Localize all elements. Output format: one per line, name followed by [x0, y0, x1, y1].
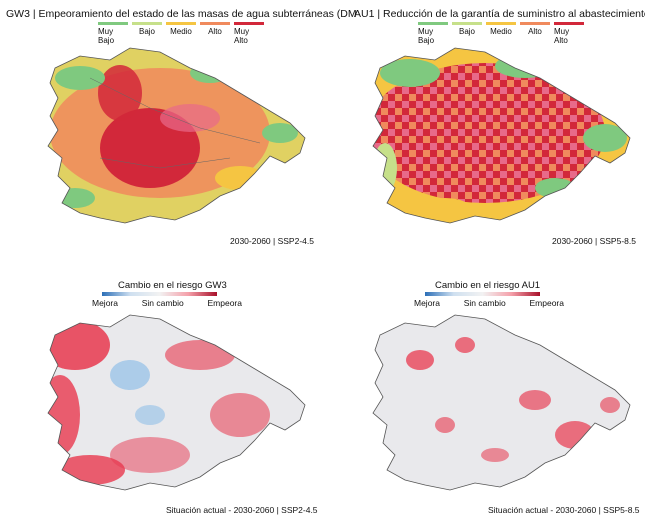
legend-item-medio: Medio: [166, 22, 196, 45]
scenario-label: Situación actual - 2030-2060 | SSP5-8.5: [488, 505, 640, 515]
legend-item-alto: Alto: [200, 22, 230, 45]
legend-item-muy-bajo: Muy Bajo: [418, 22, 448, 45]
title-separator: |: [377, 8, 381, 20]
legend-item-bajo: Bajo: [452, 22, 482, 45]
map-au1: [372, 47, 631, 224]
legend-risk-levels: Muy Bajo Bajo Medio Alto Muy Alto: [418, 22, 588, 45]
map-au1-change: [372, 314, 631, 491]
change-colorbar: [102, 292, 217, 296]
panel-title: Cambio en el riesgo GW3: [118, 280, 227, 291]
change-colorbar: [425, 292, 540, 296]
change-colorbar-labels: Mejora Sin cambio Empeora: [414, 298, 564, 308]
scenario-label: Situación actual - 2030-2060 | SSP2-4.5: [166, 505, 318, 515]
legend-item-muy-alto: Muy Alto: [234, 22, 264, 45]
scenario-label: 2030-2060 | SSP5-8.5: [552, 236, 636, 246]
title-text: Reducción de la garantía de suministro a…: [383, 8, 645, 20]
legend-item-muy-bajo: Muy Bajo: [98, 22, 128, 45]
title-code: AU1: [354, 8, 375, 20]
change-colorbar-labels: Mejora Sin cambio Empeora: [92, 298, 242, 308]
panel-title: AU1 | Reducción de la garantía de sumini…: [354, 8, 645, 20]
title-separator: |: [32, 8, 36, 20]
panel-title: GW3 | Empeoramiento del estado de las ma…: [6, 8, 357, 20]
map-gw3: [47, 47, 306, 224]
panel-title: Cambio en el riesgo AU1: [435, 280, 541, 291]
map-gw3-change: [47, 314, 306, 491]
legend-item-muy-alto: Muy Alto: [554, 22, 584, 45]
legend-item-bajo: Bajo: [132, 22, 162, 45]
title-text: Empeoramiento del estado de las masas de…: [38, 8, 357, 20]
legend-item-medio: Medio: [486, 22, 516, 45]
scenario-label: 2030-2060 | SSP2-4.5: [230, 236, 314, 246]
title-code: GW3: [6, 8, 30, 20]
legend-risk-levels: Muy Bajo Bajo Medio Alto Muy Alto: [98, 22, 268, 45]
legend-item-alto: Alto: [520, 22, 550, 45]
